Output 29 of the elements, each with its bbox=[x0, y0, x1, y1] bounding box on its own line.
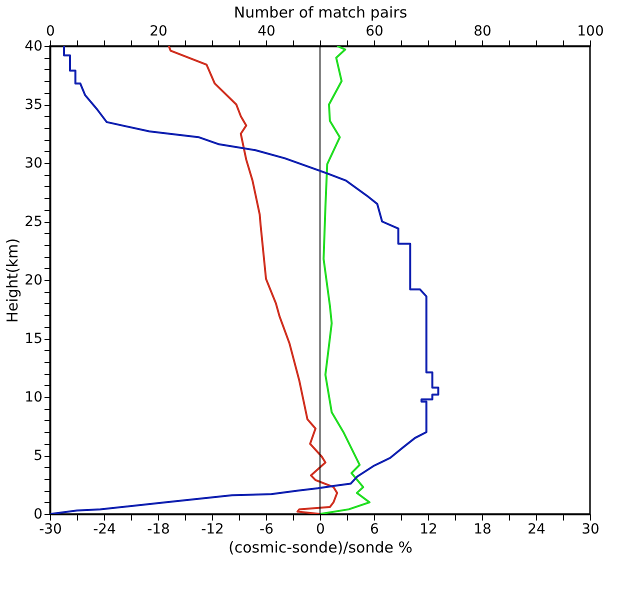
x-tick-label: 30 bbox=[582, 522, 600, 538]
x-tick-label: -6 bbox=[260, 522, 274, 538]
y-tick-label: 20 bbox=[24, 272, 42, 288]
x2-tick-label: 60 bbox=[366, 24, 384, 40]
x-tick-label: 24 bbox=[528, 522, 546, 538]
x-tick-label: -30 bbox=[39, 522, 62, 538]
x2-tick-label: 100 bbox=[577, 24, 604, 40]
x-tick-label: 18 bbox=[474, 522, 492, 538]
y-tick-label: 25 bbox=[24, 214, 42, 230]
y-tick-label: 40 bbox=[24, 38, 42, 54]
y-tick-label: 15 bbox=[24, 331, 42, 347]
x-tick-label: -24 bbox=[93, 522, 116, 538]
y-tick-label: 0 bbox=[34, 506, 42, 522]
x-tick-label: -12 bbox=[201, 522, 224, 538]
x2-tick-label: 80 bbox=[474, 24, 492, 40]
y-tick-label: 10 bbox=[24, 390, 42, 406]
y-tick-label: 35 bbox=[24, 97, 42, 113]
y-tick-label: 30 bbox=[24, 156, 42, 172]
x2-tick-label: 0 bbox=[46, 24, 55, 40]
y-axis-title: Height(km) bbox=[4, 238, 22, 323]
y-tick-label: 5 bbox=[34, 448, 42, 464]
x-tick-label: 0 bbox=[316, 522, 325, 538]
x-tick-label: 6 bbox=[370, 522, 380, 538]
x2-axis-title: Number of match pairs bbox=[234, 4, 408, 22]
x2-tick-label: 40 bbox=[258, 24, 276, 40]
x2-tick-label: 20 bbox=[150, 24, 168, 40]
x-axis-title: (cosmic-sonde)/sonde % bbox=[228, 538, 412, 556]
x-tick-label: -18 bbox=[147, 522, 170, 538]
x-tick-label: 12 bbox=[420, 522, 438, 538]
